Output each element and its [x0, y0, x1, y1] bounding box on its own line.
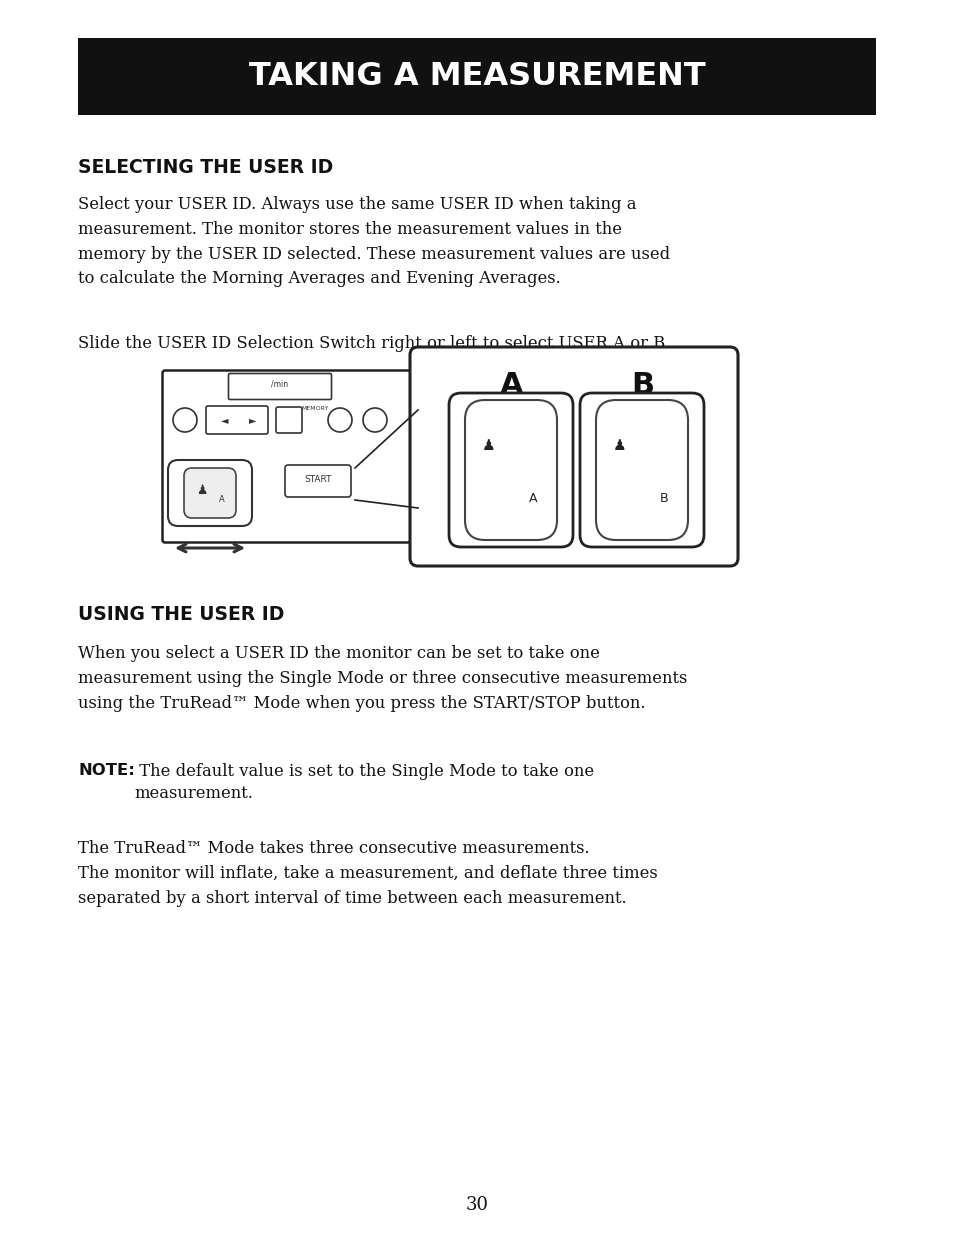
FancyBboxPatch shape [168, 460, 252, 527]
Text: ♟: ♟ [196, 483, 208, 497]
Text: A: A [499, 370, 523, 400]
Text: TAKING A MEASUREMENT: TAKING A MEASUREMENT [249, 61, 704, 92]
Text: Slide the USER ID Selection Switch right or left to select USER A or B.: Slide the USER ID Selection Switch right… [78, 335, 670, 351]
Text: When you select a USER ID the monitor can be set to take one
measurement using t: When you select a USER ID the monitor ca… [78, 645, 687, 712]
Text: /min: /min [272, 380, 288, 389]
Bar [78, 39, 875, 116]
FancyBboxPatch shape [579, 392, 703, 546]
Text: Select your USER ID. Always use the same USER ID when taking a
measurement. The : Select your USER ID. Always use the same… [78, 196, 670, 287]
Text: MEMORY: MEMORY [301, 405, 329, 411]
FancyBboxPatch shape [162, 370, 410, 543]
FancyBboxPatch shape [449, 392, 573, 546]
Circle shape [363, 409, 387, 432]
FancyBboxPatch shape [596, 400, 687, 540]
FancyBboxPatch shape [285, 465, 351, 497]
Text: ♟: ♟ [613, 438, 626, 453]
FancyBboxPatch shape [275, 407, 302, 433]
Text: NOTE:: NOTE: [78, 763, 135, 777]
Text: measurement.: measurement. [134, 785, 253, 802]
Text: A: A [528, 492, 537, 504]
Text: 30: 30 [465, 1196, 488, 1213]
Text: B: B [631, 370, 654, 400]
FancyBboxPatch shape [464, 400, 557, 540]
FancyBboxPatch shape [206, 406, 268, 433]
Text: ◄: ◄ [221, 415, 229, 425]
Text: SELECTING THE USER ID: SELECTING THE USER ID [78, 158, 334, 178]
Text: ►: ► [249, 415, 256, 425]
Text: START: START [304, 476, 332, 484]
Circle shape [172, 409, 196, 432]
Text: The default value is set to the Single Mode to take one: The default value is set to the Single M… [134, 763, 594, 780]
FancyBboxPatch shape [229, 374, 331, 400]
Text: The TruRead™ Mode takes three consecutive measurements.
The monitor will inflate: The TruRead™ Mode takes three consecutiv… [78, 840, 658, 907]
Circle shape [328, 409, 352, 432]
FancyBboxPatch shape [410, 347, 738, 566]
FancyBboxPatch shape [184, 468, 235, 518]
Text: USING THE USER ID: USING THE USER ID [78, 605, 284, 623]
Text: ♟: ♟ [481, 438, 496, 453]
Text: B: B [659, 492, 668, 504]
Text: A: A [219, 496, 225, 504]
